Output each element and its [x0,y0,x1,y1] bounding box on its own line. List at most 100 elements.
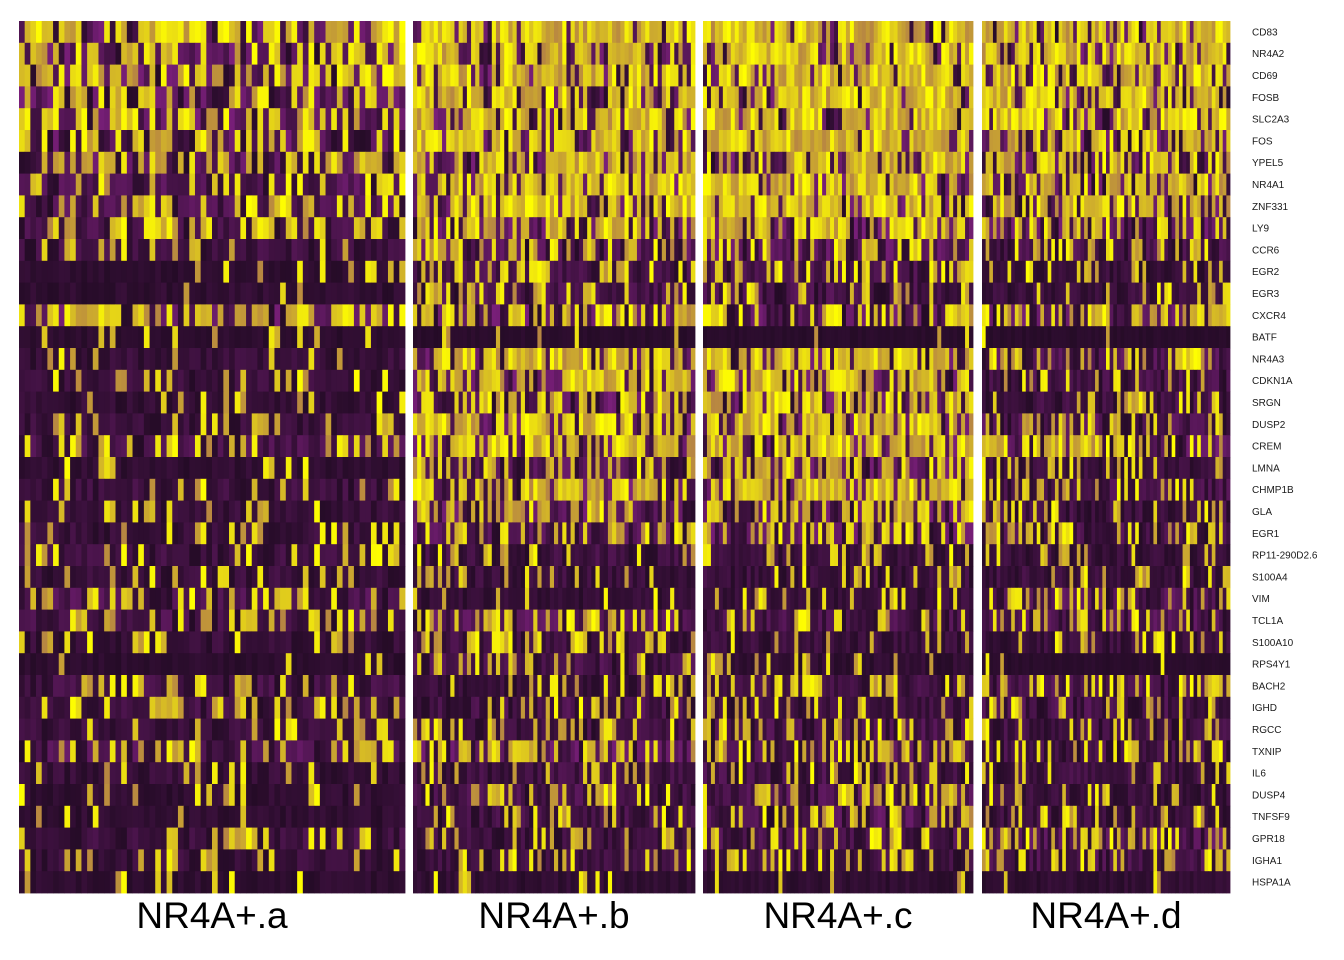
heatmap-cell [331,239,338,262]
heatmap-cell [774,326,779,349]
heatmap-cell [873,369,879,392]
heatmap-cell [319,413,326,436]
heatmap-cell [359,369,366,392]
heatmap-cell [1164,369,1169,392]
heatmap-cell [1087,42,1092,65]
heatmap-cell [957,195,962,218]
heatmap-cell [790,282,795,305]
heatmap-cell [814,195,819,218]
heatmap-cell [155,413,162,436]
heatmap-cell [365,21,372,44]
heatmap-cell [822,391,827,414]
heatmap-cell [177,326,185,349]
heatmap-cell [790,130,795,153]
heatmap-cell [583,86,588,109]
heatmap-cell [674,260,679,283]
heatmap-cell [1000,217,1005,240]
heatmap-cell [393,108,400,131]
heatmap-cell [782,260,787,283]
heatmap-cell [1215,348,1220,371]
heatmap-cell [985,173,990,196]
heatmap-cell [520,239,526,262]
heatmap-cell [58,413,65,436]
heatmap-cell [229,348,236,371]
heatmap-cell [194,260,202,283]
heatmap-cell [1171,326,1176,349]
heatmap-cell [929,369,934,392]
heatmap-cell [641,21,646,44]
heatmap-cell [834,108,839,131]
heatmap-cell [607,239,613,262]
heatmap-cell [770,391,775,414]
heatmap-cell [1211,217,1216,240]
heatmap-cell [1106,195,1111,218]
heatmap-cell [365,282,372,305]
heatmap-cell [64,369,71,392]
heatmap-cell [1084,217,1089,240]
heatmap-cell [1069,348,1074,371]
heatmap-cell [632,217,638,240]
heatmap-cell [251,64,258,87]
heatmap-cell [1142,195,1147,218]
heatmap-cell [194,108,202,131]
heatmap-cell [1131,326,1136,349]
heatmap-cell [917,173,922,196]
heatmap-cell [425,130,430,153]
heatmap-cell [512,304,518,327]
heatmap-cell [53,260,60,283]
heatmap-cell [200,195,207,218]
heatmap-cell [1146,348,1151,371]
heatmap-cell [1109,151,1114,174]
heatmap-cell [941,304,946,327]
heatmap-cell [845,151,851,174]
heatmap-cell [399,151,406,174]
heatmap-cell [726,217,732,240]
heatmap-cell [710,391,716,414]
heatmap-cell [257,282,264,305]
heatmap-cell [1000,151,1005,174]
heatmap-cell [1160,260,1165,283]
heatmap-cell [70,86,77,109]
heatmap-cell [417,369,422,392]
heatmap-cell [537,413,542,436]
heatmap-cell [1131,195,1136,218]
heatmap-cell [1084,348,1089,371]
heatmap-cell [901,130,906,153]
heatmap-cell [873,86,879,109]
heatmap-cell [810,369,815,392]
heatmap-cell [1211,130,1216,153]
heatmap-cell [143,151,150,174]
heatmap-cell [160,42,167,65]
heatmap-cell [1025,369,1030,392]
heatmap-cell [359,217,366,240]
heatmap-cell [529,173,534,196]
heatmap-cell [1084,326,1089,349]
heatmap-cell [566,260,571,283]
heatmap-cell [382,21,389,44]
heatmap-cell [1204,282,1209,305]
heatmap-cell [1098,304,1103,327]
heatmap-cell [251,369,258,392]
heatmap-cell [1080,282,1085,305]
heatmap-cell [645,130,650,153]
heatmap-cell [365,108,372,131]
heatmap-cell [1051,195,1056,218]
heatmap-cell [437,64,443,87]
heatmap-cell [1197,130,1202,153]
heatmap-cell [1080,86,1085,109]
heatmap-cell [1040,195,1045,218]
heatmap-cell [1113,173,1118,196]
heatmap-cell [901,64,906,87]
heatmap-cell [314,217,321,240]
heatmap-cell [70,369,77,392]
heatmap-cell [257,326,264,349]
heatmap-cell [1065,64,1070,87]
heatmap-cell [558,64,563,87]
heatmap-cell [285,369,292,392]
heatmap-cell [325,173,332,196]
heatmap-cell [19,173,26,196]
heatmap-cell [802,108,807,131]
heatmap-cell [500,108,505,131]
heatmap-cell [257,42,264,65]
heatmap-cell [475,195,480,218]
